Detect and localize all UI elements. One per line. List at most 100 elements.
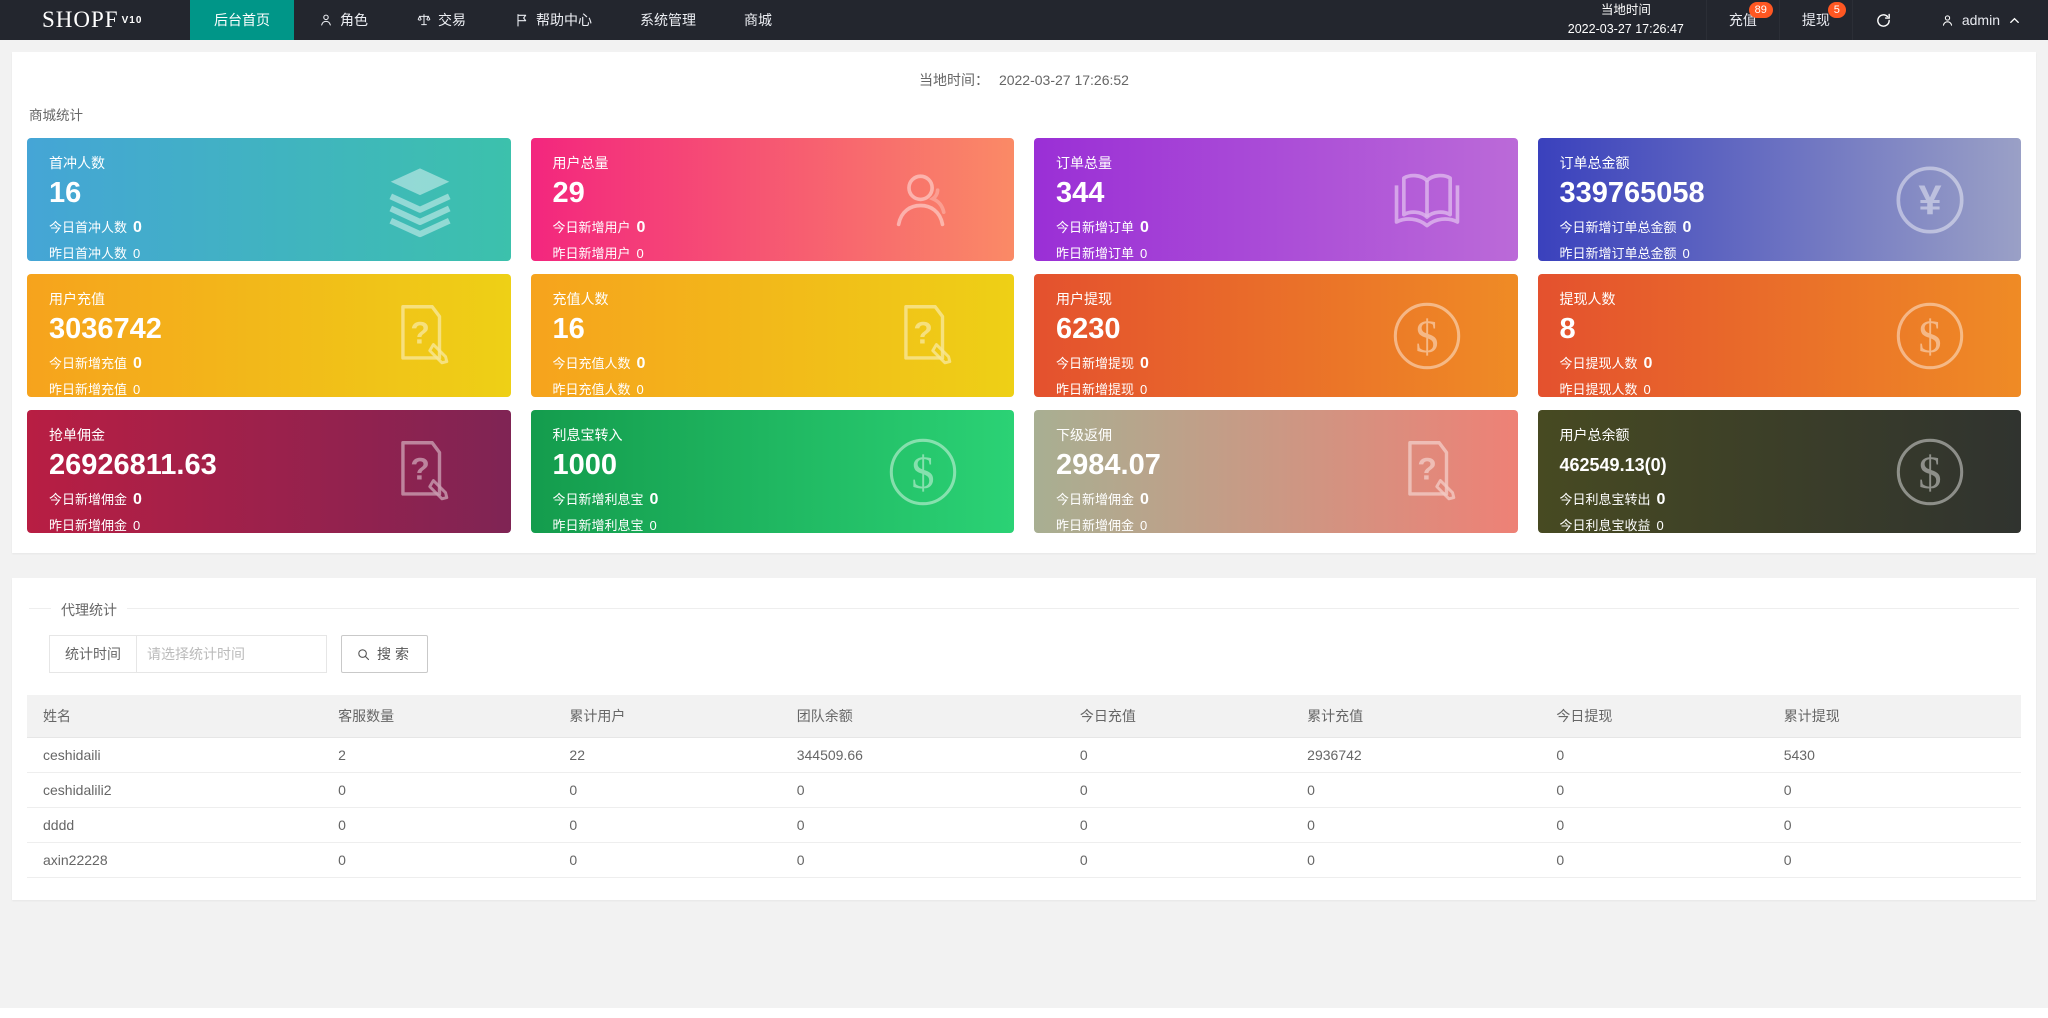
stat-card-today-line: 今日充值人数 0 — [553, 353, 993, 373]
navbar-local-time-label: 当地时间 — [1600, 2, 1651, 17]
user-icon — [884, 161, 962, 239]
stat-card-yesterday-label: 昨日提现人数 — [1559, 382, 1638, 397]
stat-card-title: 首冲人数 — [49, 155, 105, 171]
user-menu[interactable]: admin — [1914, 0, 2048, 40]
svg-text:$: $ — [1415, 311, 1438, 362]
layers-icon — [381, 161, 459, 239]
nav-item-label: 帮助中心 — [536, 12, 592, 28]
table-cell: 0 — [1540, 842, 1768, 878]
stat-card-today-label: 今日首冲人数 — [49, 220, 128, 236]
stat-card-yesterday-line: 昨日首冲人数 0 — [49, 243, 489, 261]
stat-card-10: 利息宝转入 1000 今日新增利息宝 0 昨日新增利息宝 0 $ — [530, 410, 1014, 533]
nav-item-5[interactable]: 系统管理 — [616, 0, 720, 40]
table-column-header: 累计充值 — [1291, 695, 1541, 738]
refresh-button[interactable] — [1851, 0, 1914, 40]
stat-card-yesterday-line: 昨日新增充值 0 — [49, 379, 489, 397]
stat-card-title: 用户总余额 — [1559, 427, 1630, 443]
stat-card-today-line: 今日新增订单总金额 0 — [1560, 217, 2000, 237]
stat-card-yesterday-line: 昨日新增订单 0 — [1056, 243, 1496, 261]
table-cell: 0 — [780, 807, 1064, 843]
svg-text:?: ? — [1417, 450, 1436, 486]
recharge-link[interactable]: 充值 89 — [1705, 0, 1779, 40]
svg-text:$: $ — [911, 447, 934, 498]
stat-card-today-label: 今日新增订单总金额 — [1559, 220, 1677, 236]
main-menu: 后台首页 角色 交易 帮助中心 系统管理 商城 — [190, 0, 796, 40]
table-cell: 0 — [1540, 772, 1768, 808]
stat-card-value: 6230 — [1056, 313, 1121, 345]
stat-card-yesterday-value: 0 — [133, 246, 141, 261]
local-time-label: 当地时间： — [919, 72, 990, 88]
stat-card-title: 用户提现 — [1056, 291, 1112, 307]
table-cell: 2 — [322, 737, 554, 773]
table-column-header: 今日提现 — [1540, 695, 1768, 738]
table-cell: ceshidalili2 — [27, 772, 323, 808]
stat-card-yesterday-value: 0 — [649, 518, 657, 533]
stat-card-yesterday-line: 昨日充值人数 0 — [553, 379, 993, 397]
table-cell: axin22228 — [27, 842, 323, 878]
stat-card-today-value: 0 — [133, 219, 142, 237]
local-time-value: 2022-03-27 17:26:52 — [998, 72, 1129, 88]
withdraw-link[interactable]: 提现 5 — [1778, 0, 1852, 40]
stat-card-title: 用户总量 — [552, 155, 609, 171]
table-column-header: 姓名 — [27, 695, 323, 738]
nav-item-3[interactable]: 交易 — [392, 0, 490, 40]
stat-card-today-value: 0 — [1656, 491, 1666, 508]
search-button[interactable]: 搜索 — [341, 635, 428, 673]
table-cell: 22 — [553, 737, 781, 773]
dollar-circle-icon: $ — [1891, 433, 1969, 511]
stat-card-today-line: 今日利息宝转出 0 — [1560, 489, 2000, 509]
stat-card-today-value: 0 — [133, 491, 142, 509]
table-cell: ceshidaili — [27, 737, 323, 773]
table-cell: dddd — [27, 807, 323, 843]
local-time-row: 当地时间： 2022-03-27 17:26:52 — [27, 66, 2021, 102]
stat-card-today-line: 今日新增提现 0 — [1056, 353, 1496, 373]
dollar-circle-icon: $ — [1891, 297, 1969, 375]
username: admin — [1961, 12, 2000, 28]
nav-item-6[interactable]: 商城 — [720, 0, 796, 40]
doc-question-icon: ? — [1388, 433, 1466, 511]
search-button-label: 搜索 — [377, 646, 413, 662]
table-cell: 0 — [1291, 807, 1541, 843]
svg-text:?: ? — [410, 450, 429, 486]
table-cell: 0 — [1767, 772, 2021, 808]
table-column-header: 客服数量 — [322, 695, 554, 738]
stat-card-today-label: 今日新增用户 — [552, 220, 631, 236]
nav-item-4[interactable]: 帮助中心 — [490, 0, 616, 40]
stat-card-7: 用户提现 6230 今日新增提现 0 昨日新增提现 0 $ — [1034, 274, 1518, 397]
navbar-local-time: 当地时间 2022-03-27 17:26:47 — [1546, 0, 1706, 40]
nav-item-1[interactable]: 后台首页 — [190, 0, 294, 40]
stat-card-today-value: 0 — [1140, 355, 1149, 373]
app-logo-text: SHOPF — [42, 7, 119, 32]
stat-time-input[interactable] — [137, 635, 327, 673]
stat-card-value: 26926811.63 — [49, 449, 217, 481]
stat-card-today-value: 0 — [636, 355, 646, 373]
stat-card-yesterday-value: 0 — [1643, 382, 1651, 397]
table-cell: 0 — [1767, 842, 2021, 878]
table-column-header: 今日充值 — [1063, 695, 1292, 738]
table-cell: 2936742 — [1291, 737, 1541, 773]
stat-card-today-label: 今日新增订单 — [1056, 220, 1135, 236]
stat-card-today-line: 今日新增利息宝 0 — [553, 489, 993, 509]
stat-card-value: 344 — [1056, 177, 1105, 209]
stat-card-2: 用户总量 29 今日新增用户 0 昨日新增用户 0 — [530, 138, 1014, 261]
stat-card-yesterday-label: 今日利息宝收益 — [1559, 518, 1651, 533]
agent-stats-title: 代理统计 — [51, 600, 127, 620]
stat-card-today-label: 今日利息宝转出 — [1559, 492, 1651, 507]
nav-item-label: 后台首页 — [214, 12, 270, 28]
stat-card-today-line: 今日新增佣金 0 — [1056, 489, 1496, 509]
stat-card-today-value: 0 — [649, 491, 659, 509]
stat-card-yesterday-label: 昨日新增用户 — [552, 246, 631, 261]
nav-item-label: 交易 — [438, 12, 466, 28]
stat-card-value: 16 — [49, 177, 82, 209]
nav-item-2[interactable]: 角色 — [294, 0, 392, 40]
stat-card-yesterday-value: 0 — [1140, 246, 1148, 261]
stat-card-today-label: 今日新增提现 — [1056, 356, 1135, 372]
table-cell: 0 — [322, 807, 554, 843]
svg-text:$: $ — [1918, 311, 1941, 362]
nav-item-label: 角色 — [340, 12, 368, 28]
stat-time-label: 统计时间 — [49, 635, 137, 673]
table-cell: 0 — [1291, 842, 1541, 878]
stat-card-yesterday-label: 昨日新增充值 — [49, 382, 128, 397]
stat-card-value: 16 — [552, 313, 585, 345]
stat-card-yesterday-value: 0 — [133, 518, 141, 533]
